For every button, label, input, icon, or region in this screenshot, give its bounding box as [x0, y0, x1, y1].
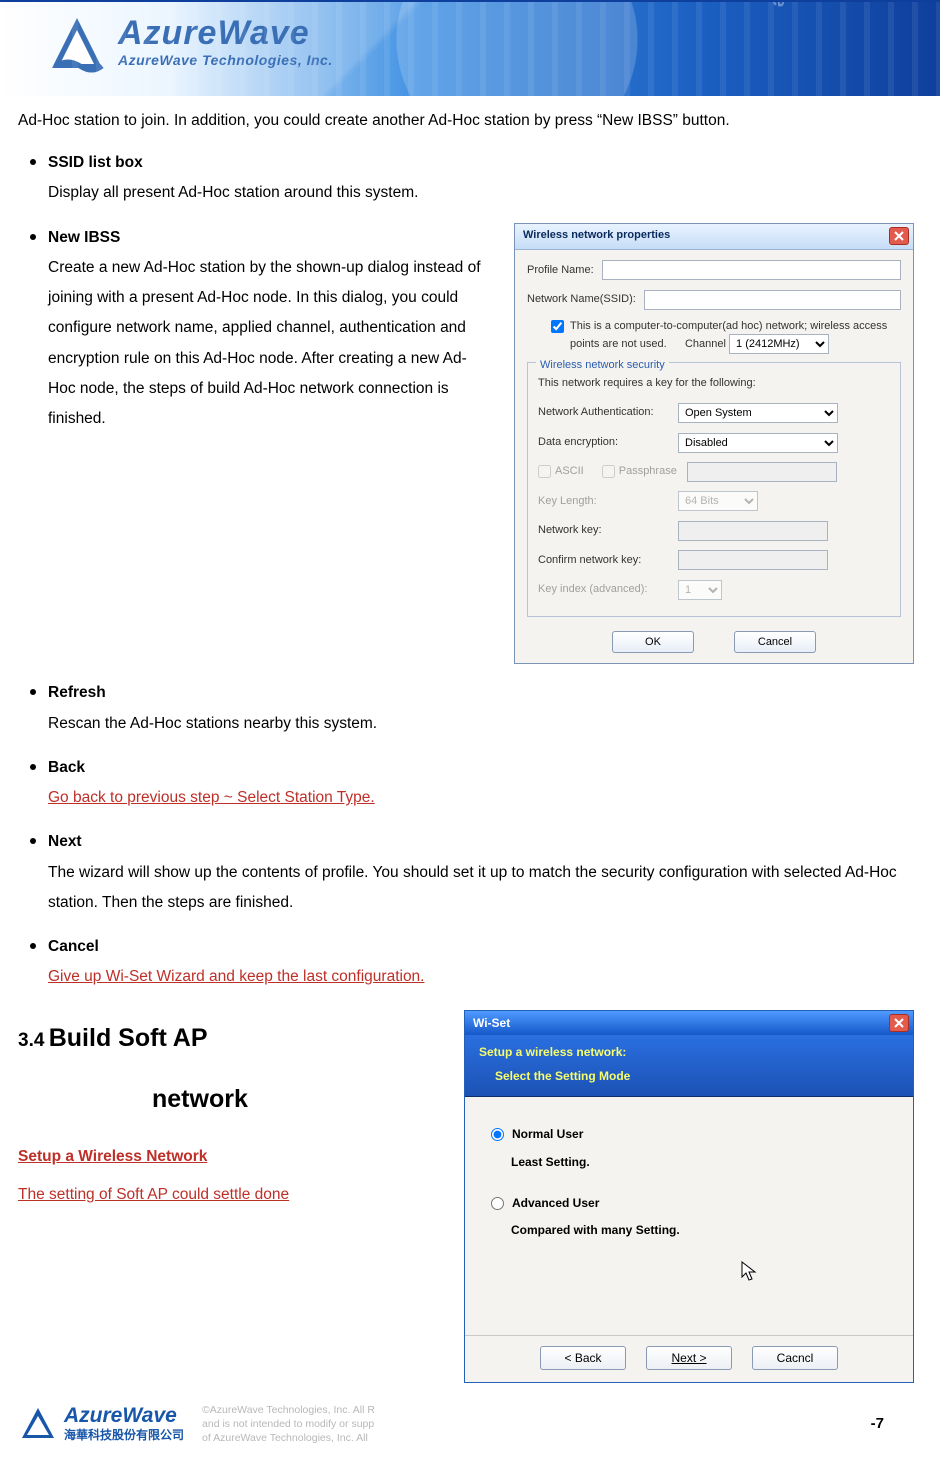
item-desc: Rescan the Ad-Hoc stations nearby this s… — [48, 709, 914, 739]
wiset-title: Wi-Set — [473, 1012, 510, 1035]
footer-logo: AzureWave 海華科技股份有限公司 — [20, 1405, 184, 1443]
section-title-1: Build Soft AP — [49, 1024, 208, 1052]
adhoc-check-label: This is a computer-to-computer(ad hoc) n… — [570, 319, 901, 354]
footer-note-2: and is not intended to modify or supp — [202, 1417, 375, 1431]
auth-select[interactable]: Open System — [678, 403, 838, 423]
enc-select[interactable]: Disabled — [678, 433, 838, 453]
banner-vertical-brand: azurewave — [767, 0, 790, 8]
brand-tagline: AzureWave Technologies, Inc. — [118, 52, 333, 68]
advanced-user-desc: Compared with many Setting. — [511, 1219, 887, 1242]
section-title-2: network — [152, 1075, 440, 1124]
footer-note-1: ©AzureWave Technologies, Inc. All R — [202, 1403, 375, 1417]
close-icon[interactable] — [889, 1014, 909, 1032]
normal-user-desc: Least Setting. — [511, 1151, 887, 1174]
netkey-label: Network key: — [538, 520, 678, 541]
profile-name-label: Profile Name: — [527, 260, 594, 281]
top-banner: AzureWave AzureWave Technologies, Inc. a… — [0, 0, 940, 96]
section-row: 3.4 Build Soft AP network Setup a Wirele… — [18, 1010, 914, 1382]
channel-select[interactable]: 1 (2412MHz) — [729, 334, 829, 354]
section-heading: 3.4 Build Soft AP network — [18, 1014, 440, 1124]
ssid-label: Network Name(SSID): — [527, 289, 636, 310]
passphrase-checkbox — [602, 465, 615, 478]
dialog-title: Wireless network properties — [523, 225, 670, 246]
wiset-button-row: < Back Next > Cacncl — [465, 1335, 913, 1382]
confirmkey-input — [678, 550, 828, 570]
item-back: Back Go back to previous step ~ Select S… — [48, 753, 914, 813]
keylen-select: 64 Bits — [678, 491, 758, 511]
keylen-label: Key Length: — [538, 491, 678, 512]
cancel-button[interactable]: Cancel — [734, 631, 816, 653]
keyindex-label: Key index (advanced): — [538, 579, 678, 600]
wiset-cancel-button[interactable]: Cacncl — [752, 1346, 838, 1370]
footer-brand: AzureWave — [64, 1405, 184, 1426]
footer-logo-icon — [20, 1406, 56, 1442]
item-cancel: Cancel Give up Wi-Set Wizard and keep th… — [48, 932, 914, 992]
wireless-properties-dialog: Wireless network properties Profile Name… — [514, 223, 914, 665]
enc-label: Data encryption: — [538, 432, 678, 453]
bullet-list: SSID list box Display all present Ad-Hoc… — [18, 148, 914, 992]
item-desc: Display all present Ad-Hoc station aroun… — [48, 178, 914, 208]
security-groupbox: Wireless network security This network r… — [527, 362, 901, 618]
logo-mark-icon — [50, 16, 104, 74]
dialog-body: Profile Name: Network Name(SSID): This i… — [515, 250, 913, 664]
passphrase-input — [687, 462, 837, 482]
wiset-back-button[interactable]: < Back — [540, 1346, 626, 1370]
item-ssid: SSID list box Display all present Ad-Hoc… — [48, 148, 914, 208]
item-title: SSID list box — [48, 148, 914, 178]
footer-note-3: of AzureWave Technologies, Inc. All — [202, 1431, 375, 1445]
wiset-header-line1: Setup a wireless network: — [479, 1041, 899, 1064]
dialog-titlebar: Wireless network properties — [515, 224, 913, 250]
wiset-next-button[interactable]: Next > — [646, 1346, 732, 1370]
item-title: Cancel — [48, 932, 914, 962]
ok-button[interactable]: OK — [612, 631, 694, 653]
logo-text: AzureWave AzureWave Technologies, Inc. — [118, 16, 333, 68]
footer-logo-text: AzureWave 海華科技股份有限公司 — [64, 1405, 184, 1443]
item-desc: Go back to previous step ~ Select Statio… — [48, 783, 914, 813]
keyindex-select: 1 — [678, 580, 722, 600]
footer-brand-cn: 海華科技股份有限公司 — [64, 1426, 184, 1443]
normal-user-radio[interactable] — [491, 1128, 504, 1141]
ascii-label: ASCII — [555, 461, 584, 482]
item-title: Next — [48, 827, 914, 857]
netkey-input — [678, 521, 828, 541]
intro-paragraph: Ad-Hoc station to join. In addition, you… — [18, 106, 914, 136]
wiset-dialog: Wi-Set Setup a wireless network: Select … — [464, 1010, 914, 1382]
item-title: New IBSS — [48, 223, 494, 253]
page-number: -7 — [871, 1415, 884, 1432]
cursor-icon — [741, 1261, 887, 1285]
close-icon[interactable] — [889, 227, 909, 245]
item-next: Next The wizard will show up the content… — [48, 827, 914, 918]
channel-label: Channel — [685, 338, 726, 350]
advanced-user-radio[interactable] — [491, 1197, 504, 1210]
section-number: 3.4 — [18, 1030, 44, 1051]
adhoc-checkbox[interactable] — [551, 320, 564, 333]
section-body: The setting of Soft AP could settle done — [18, 1180, 440, 1210]
item-title: Back — [48, 753, 914, 783]
wiset-header-line2: Select the Setting Mode — [495, 1065, 899, 1088]
brand-logo: AzureWave AzureWave Technologies, Inc. — [50, 16, 333, 74]
item-desc: The wizard will show up the contents of … — [48, 858, 914, 918]
passphrase-label: Passphrase — [619, 461, 677, 482]
wiset-titlebar: Wi-Set — [465, 1011, 913, 1035]
item-title: Refresh — [48, 678, 914, 708]
item-desc: Give up Wi-Set Wizard and keep the last … — [48, 962, 914, 992]
normal-user-label: Normal User — [512, 1123, 583, 1146]
brand-wordmark: AzureWave — [118, 16, 333, 50]
item-ibss: New IBSS Create a new Ad-Hoc station by … — [48, 223, 914, 665]
confirmkey-label: Confirm network key: — [538, 550, 678, 571]
advanced-user-label: Advanced User — [512, 1192, 599, 1215]
page-content: Ad-Hoc station to join. In addition, you… — [0, 96, 940, 1383]
item-refresh: Refresh Rescan the Ad-Hoc stations nearb… — [48, 678, 914, 738]
item-desc: Create a new Ad-Hoc station by the shown… — [48, 253, 494, 434]
profile-name-input[interactable] — [602, 260, 901, 280]
wiset-header: Setup a wireless network: Select the Set… — [465, 1035, 913, 1097]
footer-copyright: ©AzureWave Technologies, Inc. All R and … — [202, 1403, 375, 1446]
auth-label: Network Authentication: — [538, 402, 678, 423]
page-footer: AzureWave 海華科技股份有限公司 ©AzureWave Technolo… — [0, 1397, 940, 1463]
section-subhead: Setup a Wireless Network — [18, 1148, 207, 1165]
ssid-input[interactable] — [644, 290, 901, 310]
wiset-body: Normal User Least Setting. Advanced User… — [465, 1097, 913, 1335]
ascii-checkbox — [538, 465, 551, 478]
groupbox-legend: Wireless network security — [536, 355, 669, 376]
